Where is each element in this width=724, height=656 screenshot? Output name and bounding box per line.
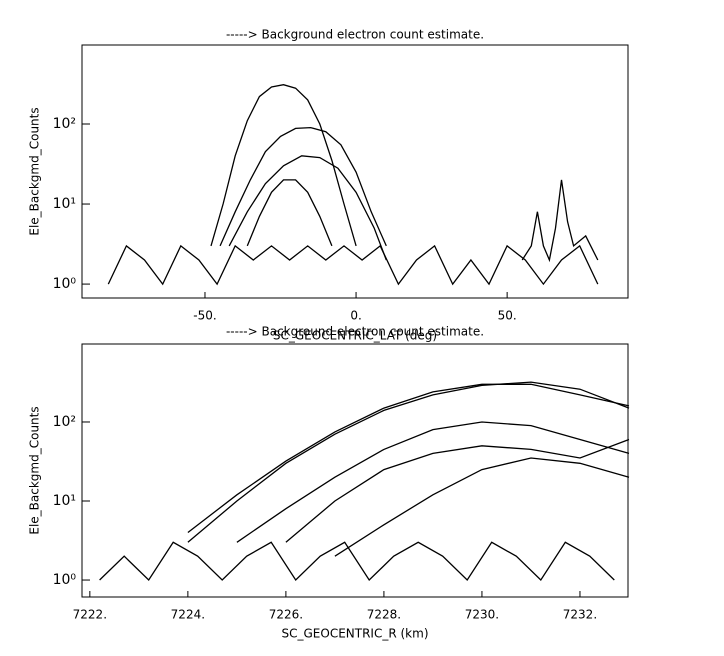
y-tick-label: 10² — [53, 414, 76, 430]
data-line — [228, 155, 387, 261]
chart-title: -----> Background electron count estimat… — [226, 28, 484, 42]
x-tick-label: 50. — [498, 309, 517, 323]
data-line — [107, 244, 599, 286]
x-axis-label: SC_GEOCENTRIC_LAT (deg) — [273, 329, 437, 343]
y-tick-label: 10¹ — [53, 493, 76, 509]
plot-frame — [81, 44, 629, 299]
y-tick-label: 10¹ — [53, 196, 76, 212]
data-line — [187, 383, 630, 534]
data-line — [246, 179, 333, 247]
chart-title: -----> Background electron count estimat… — [226, 325, 484, 339]
x-tick-label: 7228. — [367, 608, 401, 622]
y-tick-label: 10⁰ — [53, 276, 77, 292]
x-tick-label: -50. — [193, 309, 216, 323]
data-line — [236, 421, 630, 543]
data-line — [210, 84, 357, 247]
x-axis-label: SC_GEOCENTRIC_R (km) — [282, 627, 429, 641]
data-line — [187, 381, 630, 543]
y-axis-label: Ele_Backgmd_Counts — [28, 406, 42, 534]
data-line — [334, 457, 630, 557]
y-tick-label: 10⁰ — [53, 572, 77, 588]
data-line — [219, 126, 387, 247]
data-line — [99, 541, 615, 582]
y-tick-label: 10² — [53, 116, 76, 132]
x-tick-label: 7226. — [269, 608, 303, 622]
data-line — [521, 179, 599, 263]
data-line — [285, 438, 630, 543]
x-tick-label: 7224. — [171, 608, 205, 622]
x-tick-label: 7230. — [465, 608, 499, 622]
plot-frame — [81, 343, 629, 598]
x-tick-label: 0. — [350, 309, 361, 323]
x-tick-label: 7232. — [563, 608, 597, 622]
y-axis-label: Ele_Backgmd_Counts — [28, 107, 42, 235]
x-tick-label: 7222. — [73, 608, 107, 622]
